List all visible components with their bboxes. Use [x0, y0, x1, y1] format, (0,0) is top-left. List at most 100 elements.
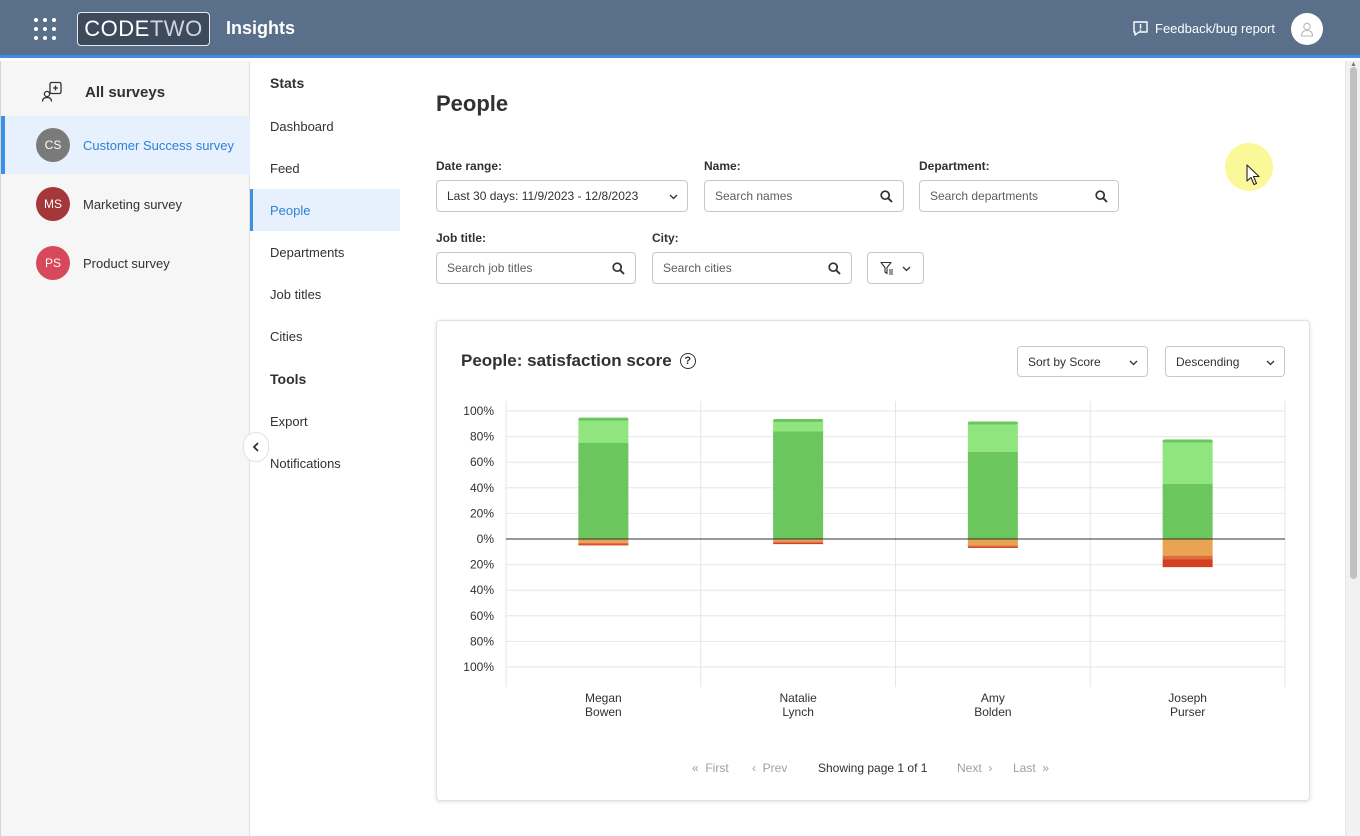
bar-segment [578, 443, 629, 539]
app-title: Insights [226, 18, 296, 38]
x-tick-label: Bowen [585, 705, 622, 719]
search-icon[interactable] [828, 262, 841, 275]
bar-segment [1162, 559, 1213, 568]
main-content: People Date range: Last 30 days: 11/9/20… [400, 61, 1345, 836]
page-title: People [436, 91, 509, 116]
collapse-panel-button[interactable] [243, 432, 269, 462]
bar-cap [967, 421, 1018, 425]
bar-segment [578, 542, 629, 545]
bar-segment [773, 541, 824, 543]
y-tick-label: 80% [470, 430, 494, 444]
y-tick-label: 40% [470, 583, 494, 597]
pager-prev[interactable]: ‹ Prev [752, 761, 788, 775]
search-icon[interactable] [880, 190, 893, 203]
y-tick-label: 100% [463, 660, 494, 674]
codetwo-logo[interactable]: CODE TWO [77, 12, 210, 46]
nav-item-departments[interactable]: Departments [270, 244, 345, 260]
pager-next-label: Next [957, 761, 982, 775]
stats-heading: Stats [270, 75, 305, 91]
bar-segment [967, 546, 1018, 548]
stats-nav: Stats Dashboard Feed People Departments … [250, 61, 400, 836]
y-tick-label: 0% [477, 532, 495, 546]
department-search-input[interactable]: Search departments [919, 180, 1119, 212]
pager-status: Showing page 1 of 1 [818, 761, 928, 775]
pager-last-label: Last [1013, 761, 1036, 775]
bar-segment [578, 539, 629, 543]
chevron-left-icon [252, 442, 259, 452]
nav-item-feed[interactable]: Feed [270, 160, 300, 176]
app-launcher-icon[interactable] [34, 18, 56, 40]
nav-item-people[interactable]: People [250, 189, 400, 231]
pager-last[interactable]: Last » [1013, 761, 1050, 775]
date-range-value: Last 30 days: 11/9/2023 - 12/8/2023 [447, 189, 639, 203]
survey-item-product[interactable]: PS Product survey [1, 234, 250, 292]
y-tick-label: 40% [470, 481, 494, 495]
x-tick-label: Amy [981, 691, 1005, 705]
bar-segment [578, 544, 629, 546]
page-scrollbar[interactable]: ▲ [1345, 61, 1360, 836]
nav-item-cities[interactable]: Cities [270, 328, 303, 344]
chevron-down-icon [902, 266, 911, 271]
nav-item-export[interactable]: Export [270, 413, 308, 429]
surveys-icon [41, 81, 62, 102]
search-icon[interactable] [1095, 190, 1108, 203]
feedback-link[interactable]: Feedback/bug report [1132, 20, 1275, 37]
city-placeholder: Search cities [663, 261, 732, 275]
chevron-down-icon [669, 194, 678, 200]
pager-first[interactable]: « First [692, 761, 729, 775]
scroll-up-icon[interactable]: ▲ [1350, 61, 1357, 68]
sort-order-select[interactable]: Descending [1165, 346, 1285, 377]
surveys-panel: All surveys CS Customer Success survey M… [0, 61, 250, 836]
bar-segment [1162, 440, 1213, 484]
bar-segment [967, 539, 1018, 546]
sort-by-select[interactable]: Sort by Score [1017, 346, 1148, 377]
logo-code-text: CODE [84, 16, 150, 41]
job-title-search-input[interactable]: Search job titles [436, 252, 636, 284]
name-search-input[interactable]: Search names [704, 180, 904, 212]
bar-segment [967, 545, 1018, 547]
nav-item-dashboard[interactable]: Dashboard [270, 118, 334, 134]
x-tick-label: Joseph [1168, 691, 1207, 705]
survey-avatar: CS [36, 128, 70, 162]
city-label: City: [652, 231, 679, 245]
bar-cap [578, 417, 629, 421]
user-icon [1300, 22, 1314, 37]
bar-segment [967, 451, 1018, 539]
scroll-thumb[interactable] [1350, 67, 1357, 579]
nav-item-job-titles[interactable]: Job titles [270, 286, 322, 302]
job-title-label: Job title: [436, 231, 486, 245]
city-search-input[interactable]: Search cities [652, 252, 852, 284]
name-label: Name: [704, 159, 741, 173]
department-placeholder: Search departments [930, 189, 1039, 203]
chevron-down-icon [1266, 360, 1275, 366]
y-tick-label: 60% [470, 609, 494, 623]
satisfaction-chart: 100%80%60%40%20%0%20%40%60%80%100%MeganB… [463, 401, 1286, 719]
y-tick-label: 80% [470, 634, 494, 648]
search-icon[interactable] [612, 262, 625, 275]
survey-item-customer-success[interactable]: CS Customer Success survey [1, 116, 250, 174]
x-tick-label: Purser [1170, 705, 1205, 719]
all-surveys-link[interactable]: All surveys [41, 81, 165, 103]
name-placeholder: Search names [715, 189, 793, 203]
card-title-text: People: satisfaction score [461, 351, 672, 370]
survey-item-marketing[interactable]: MS Marketing survey [1, 175, 250, 233]
pager-next[interactable]: Next › [957, 761, 993, 775]
satisfaction-card: People: satisfaction score ? Sort by Sco… [436, 320, 1310, 801]
filter-icon [880, 261, 893, 275]
pager-first-label: First [705, 761, 729, 775]
date-range-select[interactable]: Last 30 days: 11/9/2023 - 12/8/2023 [436, 180, 688, 212]
job-title-placeholder: Search job titles [447, 261, 533, 275]
bar-segment [773, 419, 824, 432]
sort-by-value: Sort by Score [1028, 354, 1101, 369]
bar-segment [1162, 539, 1213, 556]
nav-item-notifications[interactable]: Notifications [270, 455, 341, 471]
user-avatar[interactable] [1291, 13, 1323, 45]
bar-cap [1162, 439, 1213, 443]
pager-prev-label: Prev [762, 761, 788, 775]
department-label: Department: [919, 159, 990, 173]
advanced-filter-button[interactable] [867, 252, 924, 284]
y-tick-label: 20% [470, 558, 494, 572]
help-icon[interactable]: ? [679, 353, 696, 369]
all-surveys-label: All surveys [85, 83, 166, 101]
bar-segment [967, 422, 1018, 452]
